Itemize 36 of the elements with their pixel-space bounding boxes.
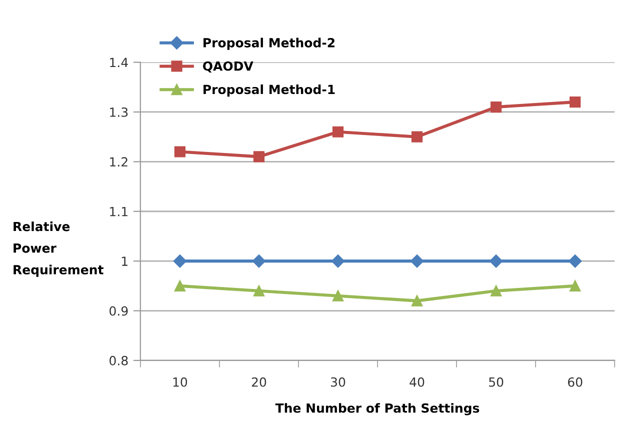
x-tick-label: 30 (331, 377, 346, 387)
legend-label: Proposal Method-1 (204, 84, 335, 97)
point (411, 131, 423, 142)
legend-label: QAODV (203, 61, 254, 72)
x-axis-title: The Number of Path Settings (275, 403, 480, 416)
point (570, 96, 581, 108)
legend-label: Proposal Method-2 (204, 38, 334, 50)
point (252, 254, 266, 268)
x-tick-label: 40 (410, 377, 424, 387)
point (410, 254, 424, 268)
point (173, 254, 187, 268)
point (489, 254, 503, 268)
point (174, 280, 186, 292)
point (332, 126, 344, 138)
point (411, 295, 423, 306)
point (568, 254, 582, 268)
y-tick-label: 0.9 (110, 306, 128, 316)
point (490, 101, 502, 113)
y-tick-label: 0.8 (110, 356, 128, 366)
point (332, 290, 344, 302)
point (174, 146, 186, 158)
x-tick-label: 50 (489, 377, 504, 387)
point (570, 280, 581, 292)
x-tick-label: 10 (173, 377, 188, 387)
y-tick-label: 1.3 (110, 107, 128, 117)
x-tick-label: 20 (252, 377, 266, 387)
x-tick-label: 60 (568, 377, 582, 387)
y-tick-label: 1.1 (110, 207, 128, 216)
point (253, 151, 265, 162)
point (331, 254, 345, 268)
y-tick-label: 1.4 (110, 58, 128, 68)
y-axis-title: Relative Power Requirement (14, 222, 104, 277)
y-tick-label: 1 (122, 256, 128, 266)
point (253, 285, 265, 296)
point (490, 285, 502, 296)
y-tick-label: 1.2 (110, 157, 128, 166)
